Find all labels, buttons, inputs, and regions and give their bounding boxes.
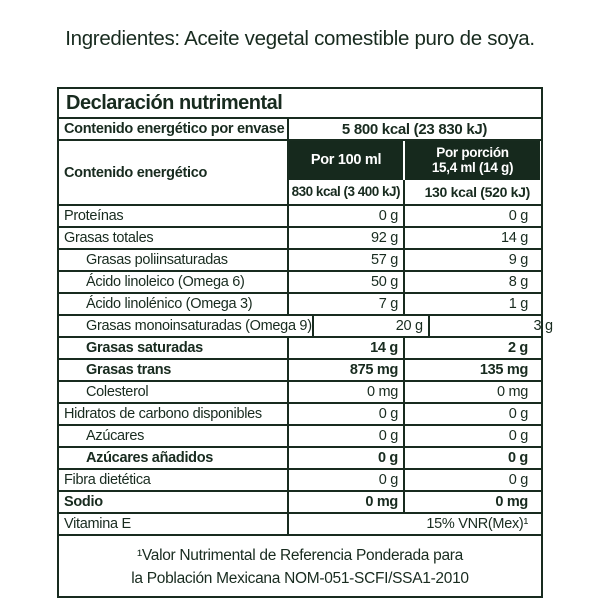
value-per-100ml: 57 g	[287, 250, 403, 270]
nutrient-label: Sodio	[64, 493, 103, 510]
value-per-portion: 2 g	[403, 338, 540, 358]
energy-value-per-100ml: 830 kcal (3 400 kJ)	[291, 184, 401, 200]
table-row: Grasas totales 92 g 14 g	[59, 226, 541, 248]
nutrient-label: Fibra dietética	[64, 471, 151, 488]
nutrient-label: Grasas saturadas	[86, 339, 203, 356]
value-per-100ml: 0 g	[287, 470, 403, 490]
value-per-100ml: 0 g	[287, 206, 403, 226]
value-per-100ml: 0 g	[287, 426, 403, 446]
value-per-100ml: 0 mg	[287, 382, 403, 402]
table-title: Declaración nutrimental	[66, 92, 283, 114]
nutrient-label: Vitamina E	[64, 515, 131, 532]
value-per-portion: 14 g	[403, 228, 540, 248]
energy-values: 830 kcal (3 400 kJ) 130 kcal (520 kJ)	[289, 179, 542, 204]
per-package-row: Contenido energético por envase 5 800 kc…	[59, 117, 541, 139]
value-per-100ml: 20 g	[311, 316, 428, 336]
nutrient-value-span: 15% VNR(Mex)¹	[287, 514, 540, 534]
nutrient-label: Proteínas	[64, 207, 124, 224]
footnote: ¹Valor Nutrimental de Referencia Pondera…	[59, 534, 541, 596]
value-per-portion: 0 g	[403, 470, 540, 490]
energy-section: Contenido energético Por 100 ml Por porc…	[59, 139, 541, 204]
value-per-portion: 1 g	[403, 294, 540, 314]
value-per-portion: 9 g	[403, 250, 540, 270]
table-row: Grasas trans 875 mg 135 mg	[59, 358, 541, 380]
nutrient-label: Grasas totales	[64, 229, 154, 246]
nutrient-label: Azúcares añadidos	[86, 449, 214, 466]
nutrient-label: Hidratos de carbono disponibles	[64, 405, 262, 422]
value-per-100ml: 14 g	[287, 338, 403, 358]
value-per-100ml: 50 g	[287, 272, 403, 292]
table-row: Colesterol 0 mg 0 mg	[59, 380, 541, 402]
value-per-portion: 0 g	[403, 206, 540, 226]
table-row: Vitamina E 15% VNR(Mex)¹	[59, 512, 541, 534]
nutrition-table: Declaración nutrimental Contenido energé…	[57, 87, 553, 598]
value-per-100ml: 7 g	[287, 294, 403, 314]
footnote-line1: ¹Valor Nutrimental de Referencia Pondera…	[137, 547, 463, 564]
energy-value-per-portion: 130 kcal (520 kJ)	[403, 179, 542, 204]
column-headers: Por 100 ml Por porción 15,4 ml (14 g)	[289, 141, 542, 180]
energy-label: Contenido energético	[64, 164, 208, 181]
value-per-portion: 0 mg	[403, 382, 540, 402]
nutrient-label: Ácido linolénico (Omega 3)	[86, 295, 253, 312]
value-per-portion: 0 mg	[403, 492, 540, 512]
value-per-portion: 0 g	[403, 448, 540, 468]
value-per-100ml: 0 mg	[287, 492, 403, 512]
nutrient-label: Grasas monoinsaturadas (Omega 9)	[86, 317, 312, 334]
footnote-line2: la Población Mexicana NOM-051-SCFI/SSA1-…	[131, 570, 469, 588]
per-portion-header-line1: Por porción	[436, 144, 509, 160]
value-per-portion: 0 g	[403, 426, 540, 446]
value-per-portion: 3 g	[427, 316, 565, 336]
value-per-100ml: 0 g	[287, 404, 403, 424]
per-package-value: 5 800 kcal (23 830 kJ)	[287, 119, 540, 139]
nutrient-label: Grasas poliinsaturadas	[86, 251, 228, 268]
value-per-100ml: 875 mg	[287, 360, 403, 380]
per-package-label: Contenido energético por envase	[64, 120, 285, 137]
table-row: Sodio 0 mg 0 mg	[59, 490, 541, 512]
nutrient-label: Grasas trans	[86, 361, 172, 378]
nutrient-label: Azúcares	[86, 427, 145, 444]
value-per-portion: 135 mg	[403, 360, 540, 380]
per-portion-header-line2: 15,4 ml (14 g)	[431, 160, 514, 176]
nutrient-label: Colesterol	[86, 383, 149, 400]
value-per-portion: 0 g	[403, 404, 540, 424]
value-per-100ml: 0 g	[287, 448, 403, 468]
value-per-portion: 8 g	[403, 272, 540, 292]
energy-columns: Por 100 ml Por porción 15,4 ml (14 g) 83…	[287, 141, 542, 204]
nutrient-label: Ácido linoleico (Omega 6)	[86, 273, 245, 290]
column-header-per-portion: Por porción 15,4 ml (14 g)	[403, 141, 540, 180]
column-header-per-100ml: Por 100 ml	[289, 141, 403, 180]
ingredients-text: Ingredientes: Aceite vegetal comestible …	[65, 27, 535, 50]
value-per-100ml: 92 g	[287, 228, 403, 248]
